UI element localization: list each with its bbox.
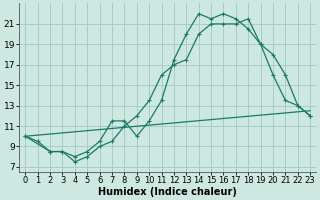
X-axis label: Humidex (Indice chaleur): Humidex (Indice chaleur) (98, 187, 237, 197)
